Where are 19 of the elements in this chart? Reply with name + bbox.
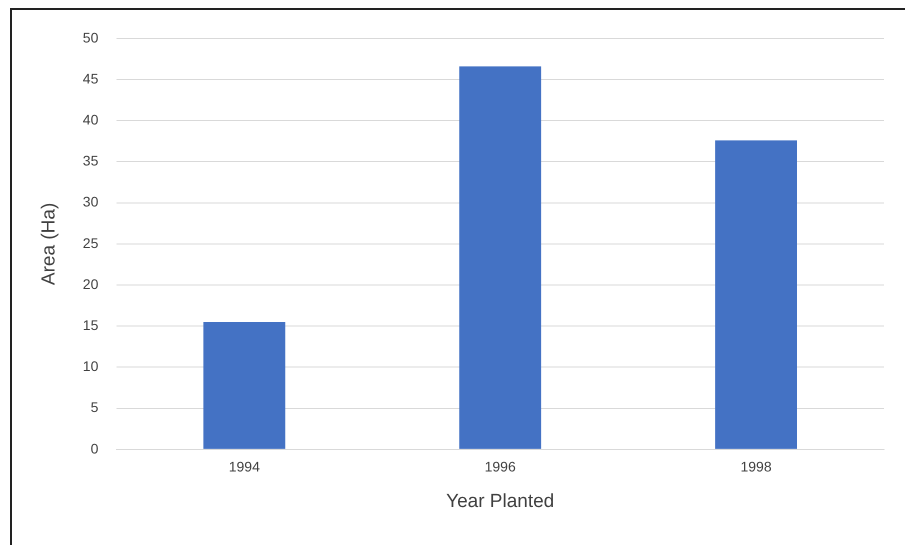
y-tick-label: 30 <box>82 194 99 210</box>
y-tick-label: 40 <box>82 111 99 128</box>
y-tick-label: 5 <box>90 399 99 416</box>
y-tick-label: 35 <box>82 152 99 169</box>
x-tick-label: 1996 <box>484 458 516 475</box>
y-tick-label: 45 <box>82 70 99 86</box>
y-tick-label: 0 <box>90 440 99 456</box>
bar <box>459 66 542 449</box>
x-tick-label: 1994 <box>228 458 260 475</box>
y-tick-label: 10 <box>82 358 99 374</box>
y-tick-label: 25 <box>82 234 99 251</box>
x-tick-label: 1998 <box>740 458 772 475</box>
bar <box>203 322 286 449</box>
x-axis-title: Year Planted <box>446 490 554 512</box>
y-axis-title: Area (Ha) <box>38 202 60 286</box>
y-tick-label: 50 <box>82 29 99 46</box>
y-tick-label: 15 <box>82 316 99 333</box>
y-tick-label: 20 <box>82 276 99 292</box>
bar <box>715 140 797 449</box>
